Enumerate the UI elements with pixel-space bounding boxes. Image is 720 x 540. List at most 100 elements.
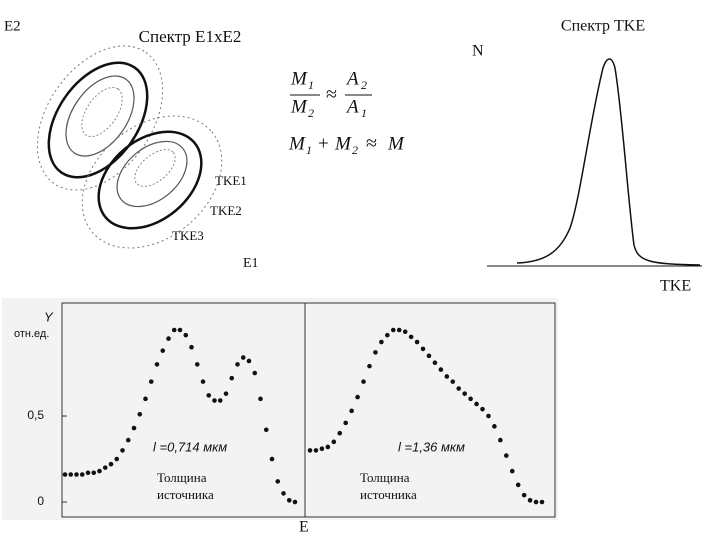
- data-dot: [269, 456, 275, 462]
- y-axis-label: E2: [4, 18, 21, 34]
- data-dot: [355, 394, 360, 400]
- data-dot: [480, 406, 485, 412]
- data-dot: [361, 379, 366, 384]
- symbol: A: [345, 96, 359, 117]
- data-dot: [97, 468, 102, 474]
- data-dot: [246, 358, 252, 364]
- contour-label: TKE1: [215, 173, 247, 188]
- x-axis-label: E1: [243, 256, 259, 271]
- data-dot: [468, 396, 473, 402]
- data-dot: [492, 424, 497, 429]
- data-dot: [373, 350, 378, 355]
- data-dot: [79, 472, 85, 477]
- data-dot: [223, 391, 229, 396]
- subscript: 1: [306, 143, 312, 157]
- data-dot: [252, 370, 258, 376]
- data-dot: [515, 482, 521, 488]
- data-dot: [444, 374, 450, 379]
- data-dot: [206, 393, 212, 398]
- subscript: 1: [308, 78, 314, 92]
- data-dot: [533, 499, 539, 505]
- data-dot: [527, 498, 533, 503]
- data-dot: [414, 339, 420, 345]
- data-dot: [258, 396, 263, 402]
- panel-title: Спектр TKE: [561, 18, 645, 35]
- data-dot: [462, 391, 467, 396]
- y-tick-label: 0,5: [27, 408, 44, 422]
- data-dot: [114, 456, 120, 462]
- data-dot: [263, 427, 269, 433]
- operator: +: [318, 133, 329, 154]
- subscript: 2: [308, 106, 314, 120]
- data-dot: [331, 439, 337, 445]
- contour-label: TKE3: [172, 228, 204, 243]
- contour-inner: [81, 87, 123, 137]
- data-dot: [486, 413, 491, 419]
- data-dot: [189, 344, 194, 350]
- data-dot: [143, 396, 148, 402]
- subscript: 2: [361, 78, 367, 92]
- data-dot: [426, 353, 432, 359]
- x-axis-label: TKE: [660, 278, 691, 295]
- y-axis-label: Y: [44, 309, 54, 324]
- data-dot: [200, 379, 206, 384]
- data-dot: [68, 472, 74, 477]
- symbol: M: [290, 96, 308, 117]
- data-dot: [402, 329, 408, 335]
- data-dot: [194, 362, 200, 367]
- caption: источника: [360, 487, 417, 502]
- data-dot: [286, 498, 292, 503]
- data-dot: [474, 401, 479, 407]
- data-dot: [539, 499, 545, 505]
- data-dot: [456, 386, 462, 391]
- panel-title: Спектр E1xE2: [139, 27, 242, 46]
- contour: [47, 61, 149, 179]
- data-dot: [438, 367, 444, 372]
- data-dot: [62, 472, 68, 477]
- data-dot: [509, 468, 515, 474]
- contour-outer: [81, 115, 223, 249]
- data-dot: [275, 479, 281, 484]
- data-dot: [240, 355, 246, 360]
- symbol: M: [387, 133, 405, 154]
- data-dot: [125, 437, 131, 443]
- data-dot: [281, 491, 286, 496]
- plot-frame: [61, 302, 556, 518]
- data-dot: [166, 336, 171, 341]
- data-dot: [148, 379, 154, 384]
- symbol: M: [290, 68, 308, 89]
- data-dot: [91, 470, 97, 476]
- data-dot: [183, 332, 189, 338]
- annotation: l =1,36 мкм: [398, 439, 465, 454]
- data-dot: [154, 362, 160, 367]
- x-axis-label: E: [299, 519, 309, 536]
- data-dot: [137, 412, 143, 417]
- caption: Толщина: [360, 470, 410, 485]
- data-dot: [408, 334, 414, 340]
- contour: [65, 75, 135, 157]
- symbol: M: [334, 133, 352, 154]
- data-dot: [292, 499, 298, 505]
- contour: [97, 130, 203, 230]
- data-dot: [379, 339, 384, 345]
- data-dot: [325, 444, 331, 450]
- data-dot: [212, 398, 217, 403]
- annotation: l =0,714 мкм: [153, 439, 227, 454]
- data-dot: [349, 408, 354, 414]
- data-dot: [420, 346, 426, 352]
- data-dot: [343, 420, 348, 426]
- symbol: A: [345, 68, 359, 89]
- symbol: M: [288, 133, 306, 154]
- data-dot: [521, 492, 527, 498]
- data-dot: [504, 453, 509, 458]
- data-dot: [171, 327, 177, 333]
- data-dot: [396, 327, 402, 333]
- data-dot: [235, 362, 240, 367]
- contour: [116, 140, 188, 208]
- data-dot: [450, 379, 456, 384]
- tke-peak: [516, 58, 701, 266]
- data-dot: [385, 332, 390, 338]
- contours: [36, 45, 223, 249]
